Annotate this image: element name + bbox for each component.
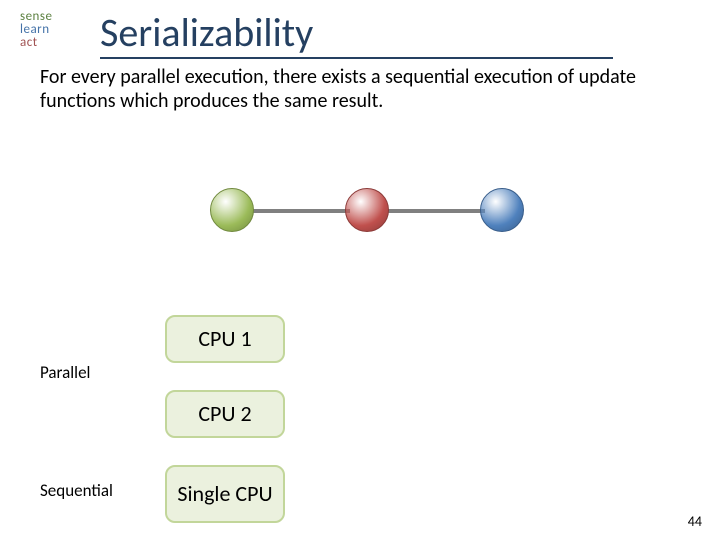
label-parallel: Parallel [40, 362, 90, 383]
cpu1-label: CPU 1 [198, 328, 251, 350]
graph-node-green [210, 188, 254, 232]
cpu2-box: CPU 2 [165, 390, 285, 438]
single-cpu-label: Single CPU [177, 483, 272, 505]
graph-node-blue [480, 188, 524, 232]
graph-node-red [345, 188, 389, 232]
slide-title: Serializability [100, 8, 613, 59]
node-graph [210, 180, 530, 240]
logo: sense learn act [20, 10, 52, 49]
graph-edge [250, 209, 350, 213]
logo-line-3: act [20, 36, 52, 49]
page-number: 44 [688, 513, 702, 530]
cpu1-box: CPU 1 [165, 315, 285, 363]
graph-edge [385, 209, 485, 213]
single-cpu-box: Single CPU [165, 465, 285, 523]
body-text: For every parallel execution, there exis… [40, 65, 680, 113]
cpu2-label: CPU 2 [198, 403, 251, 425]
label-sequential: Sequential [40, 480, 113, 501]
slide: sense learn act Serializability For ever… [0, 0, 720, 540]
